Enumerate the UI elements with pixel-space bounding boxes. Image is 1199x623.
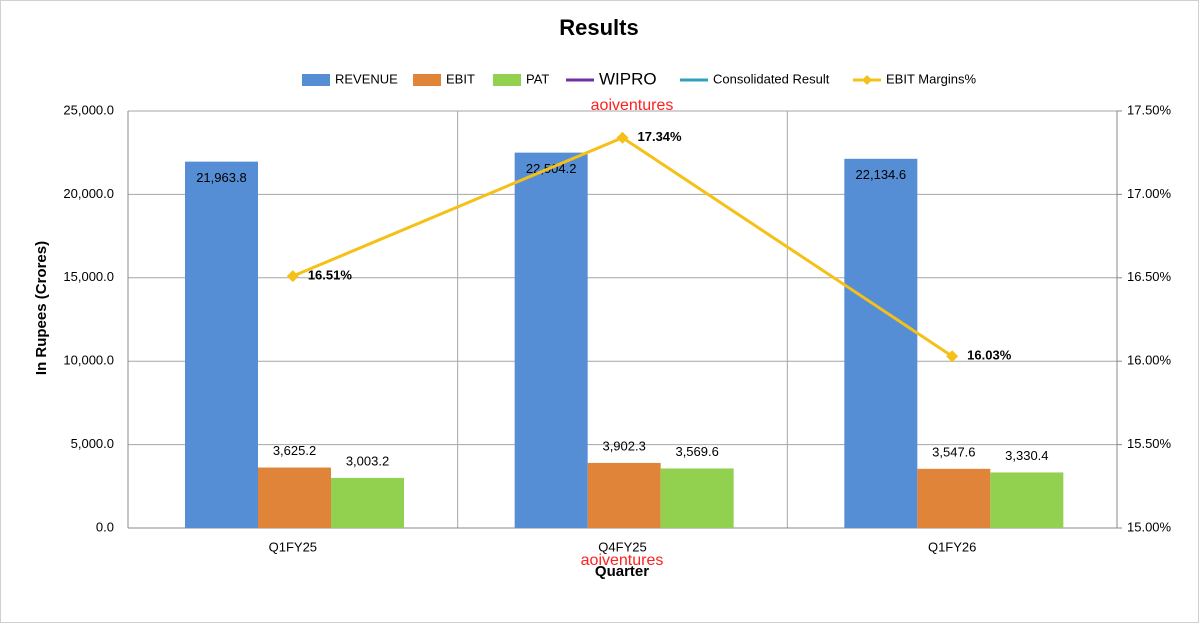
data-label: 3,569.6 [675,444,718,459]
x-axis-label: Quarter [595,563,649,580]
legend-swatch [302,74,330,86]
data-label: 21,963.8 [196,170,247,185]
data-label: 16.51% [308,268,353,283]
x-tick-label: Q1FY25 [269,539,317,554]
bar [844,158,918,529]
watermark: aoiventures [591,97,674,114]
legend-label: Consolidated Result [713,71,830,86]
legend-swatch [493,74,521,86]
data-label: 16.03% [967,348,1012,363]
bar [331,477,404,528]
legend-swatch [413,74,441,86]
line-marker [286,270,299,283]
y-tick-label: 25,000.0 [63,102,114,117]
legend-label: EBIT Margins% [886,71,977,86]
bar [258,467,331,528]
legend-label: REVENUE [335,71,398,86]
chart-title: Results [559,15,638,40]
y-tick-label: 20,000.0 [63,186,114,201]
line-marker [946,350,959,363]
y2-tick-label: 16.50% [1127,269,1172,284]
data-label: 3,003.2 [346,453,389,468]
data-label: 3,902.3 [602,438,645,453]
data-label: 3,547.6 [932,444,975,459]
bar [660,468,734,528]
legend-label: WIPRO [599,69,657,88]
data-label: 22,134.6 [856,167,907,182]
bar [917,468,991,528]
y-tick-label: 5,000.0 [71,436,114,451]
bar [587,462,661,528]
y2-tick-label: 15.50% [1127,436,1172,451]
y-tick-label: 0.0 [96,519,114,534]
y-tick-label: 15,000.0 [63,269,114,284]
bar [185,161,258,529]
y2-tick-label: 17.50% [1127,102,1172,117]
bar [514,152,588,528]
line-marker [616,131,629,144]
legend-marker [862,75,872,85]
x-tick-label: Q4FY25 [598,539,646,554]
legend-label: EBIT [446,71,475,86]
y2-tick-label: 15.00% [1127,519,1172,534]
y-axis-label: In Rupees (Crores) [33,241,50,375]
y2-tick-label: 17.00% [1127,186,1172,201]
x-tick-label: Q1FY26 [928,539,976,554]
y2-tick-label: 16.00% [1127,353,1172,368]
data-label: 3,330.4 [1005,448,1048,463]
bar [990,472,1064,528]
data-label: 17.34% [638,129,683,144]
watermark: aoiventures [581,552,664,569]
y-tick-label: 10,000.0 [63,353,114,368]
legend-label: PAT [526,71,549,86]
data-label: 3,625.2 [273,443,316,458]
